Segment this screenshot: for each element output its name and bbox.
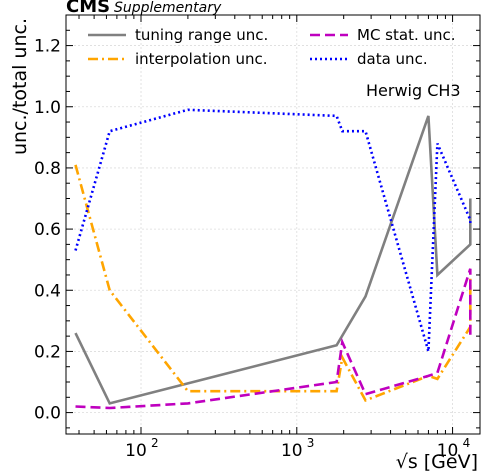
plot-frame <box>65 14 481 435</box>
y-tick-label: 0.8 <box>34 159 61 179</box>
y-axis-label: unc./total unc. <box>9 18 31 155</box>
series-line-interpolation-unc <box>74 164 472 403</box>
legend-label: MC stat. unc. <box>357 26 456 44</box>
x-axis-label: √s [GeV] <box>396 451 478 473</box>
experiment-label: CMS <box>66 0 110 17</box>
series-line-tuning-range-unc <box>74 115 472 405</box>
x-tick-exponent: 4 <box>463 436 471 450</box>
x-tick-exponent: 3 <box>307 436 315 450</box>
x-tick-label: 10 <box>281 441 303 461</box>
legend-label: interpolation unc. <box>135 50 268 68</box>
x-tick-label: 10 <box>437 441 459 461</box>
legend-label: tuning range unc. <box>135 26 268 44</box>
legend: tuning range unc. interpolation unc. MC st… <box>88 26 456 68</box>
x-tick-exponent: 2 <box>151 436 159 450</box>
x-tick-label: 10 <box>125 441 147 461</box>
y-tick-label: 1.0 <box>34 98 61 118</box>
supplementary-label: Supplementary <box>114 0 222 16</box>
grid <box>66 15 480 434</box>
series-line-data-unc <box>74 108 472 352</box>
ticks: 0.0 0.2 0.4 0.6 0.8 1.0 1.2 10 2 10 3 10 4 <box>34 15 480 461</box>
series-line-mc-stat-unc <box>75 268 472 410</box>
y-tick-label: 0.0 <box>34 404 61 424</box>
legend-label: data unc. <box>357 50 428 68</box>
herwig-annotation: Herwig CH3 <box>366 81 461 100</box>
y-tick-label: 0.6 <box>34 220 61 240</box>
y-tick-label: 0.4 <box>34 281 61 301</box>
y-tick-label: 0.2 <box>34 342 61 362</box>
y-tick-label: 1.2 <box>34 37 61 57</box>
series-layer <box>74 108 472 410</box>
